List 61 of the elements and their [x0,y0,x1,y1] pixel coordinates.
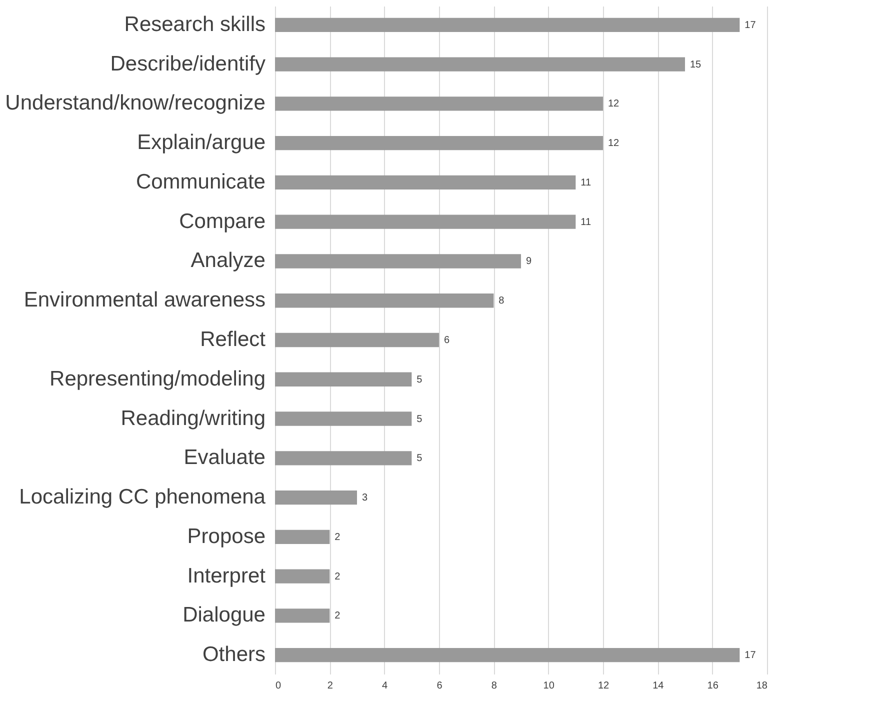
bar [275,648,740,662]
data-label: 17 [744,650,756,662]
data-label: 2 [334,610,341,622]
y-tick-label: Dialogue [182,604,266,627]
x-tick-label: 16 [707,680,719,692]
bar [275,214,576,229]
data-label: 8 [498,296,505,307]
bar [275,57,685,72]
data-label: 5 [416,453,423,464]
y-tick-label: Environmental awareness [24,288,266,312]
bar [275,451,412,466]
bar [275,569,330,584]
y-tick-label: Representing/modeling [50,367,266,390]
bar [275,294,494,308]
x-tick-label: 0 [276,680,282,692]
x-tick-label: 6 [436,680,443,692]
y-tick-label: Compare [179,210,266,233]
y-tick-label: Reflect [200,328,266,351]
data-label: 9 [526,256,532,268]
bar [275,608,330,623]
y-tick-label: Evaluate [184,446,266,470]
bar [275,96,603,111]
y-tick-label: Research skills [124,12,266,36]
bar [275,372,412,386]
data-label: 5 [416,374,423,386]
y-tick-label: Describe/identify [110,52,266,76]
y-tick-label: Analyze [190,249,266,272]
data-label: 11 [580,216,592,228]
y-tick-label: Others [202,643,266,666]
data-label: 12 [608,138,620,150]
data-label: 2 [334,571,341,582]
bar [275,490,357,505]
data-label: 2 [334,532,341,543]
data-label: 15 [690,59,702,70]
bar [275,530,330,544]
x-tick-label: 10 [543,680,555,692]
y-tick-label: Communicate [136,170,266,194]
y-tick-label: Propose [187,524,266,548]
x-tick-label: 14 [652,680,664,692]
data-label: 3 [362,492,368,504]
x-tick-label: 18 [756,680,768,692]
data-label: 17 [744,20,756,31]
y-tick-label: Reading/writing [120,406,266,430]
data-label: 5 [416,414,423,425]
bar [275,254,521,268]
x-tick-label: 12 [598,680,610,692]
x-tick-label: 8 [491,680,498,692]
data-label: 12 [608,98,620,110]
x-tick-label: 2 [327,680,334,692]
x-tick-label: 4 [382,680,388,692]
bar [275,412,412,426]
y-tick-label: Interpret [187,564,266,588]
bar [275,175,576,190]
bar [275,18,740,32]
data-label: 11 [580,177,592,188]
bar [275,136,603,150]
y-tick-label: Understand/know/recognize [5,92,266,115]
bar [275,332,439,348]
y-tick-label: Localizing CC phenomena [19,486,266,509]
data-label: 6 [444,335,450,346]
y-tick-label: Explain/argue [137,131,266,154]
